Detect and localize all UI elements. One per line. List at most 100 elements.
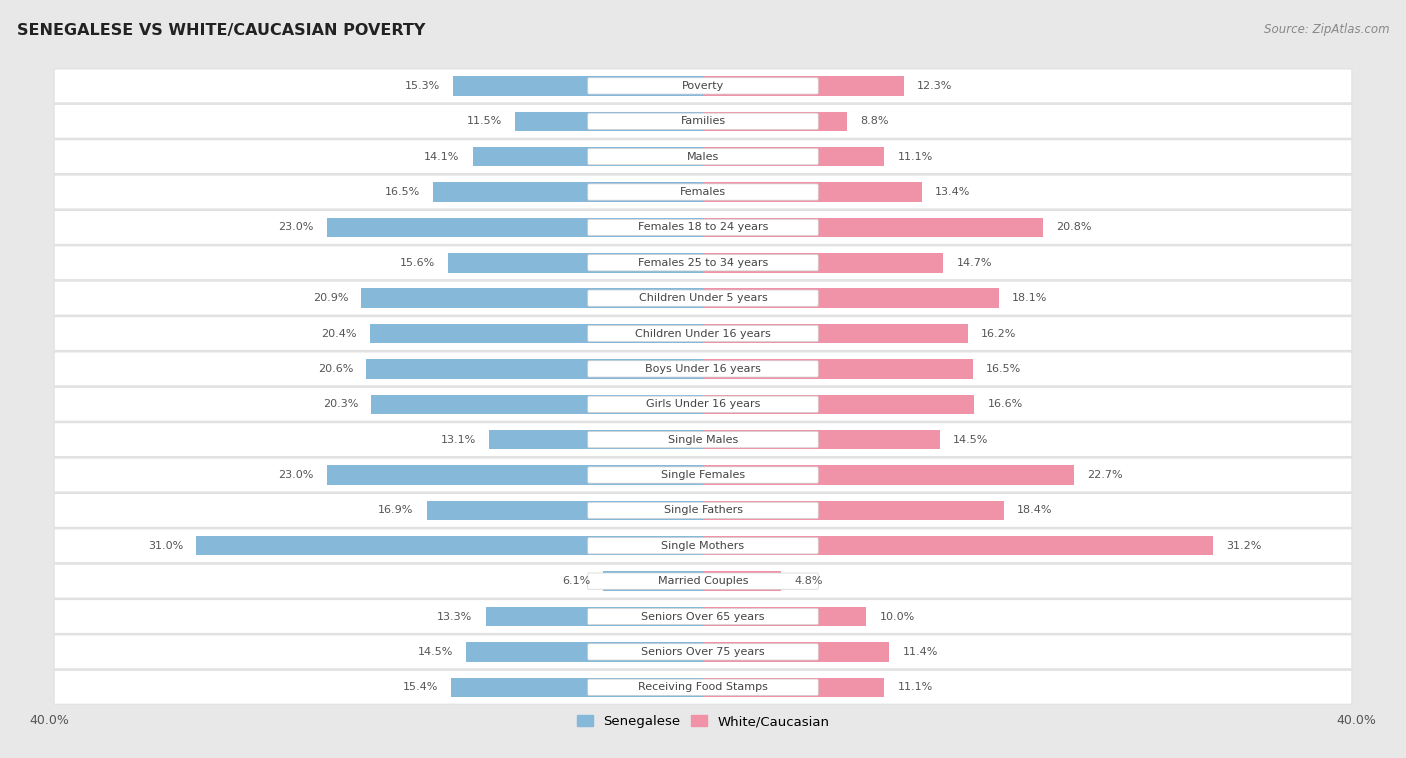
Bar xyxy=(703,678,884,697)
Text: 31.0%: 31.0% xyxy=(148,540,183,551)
FancyBboxPatch shape xyxy=(53,211,1353,244)
Text: 23.0%: 23.0% xyxy=(278,222,314,233)
Text: Single Mothers: Single Mothers xyxy=(661,540,745,551)
FancyBboxPatch shape xyxy=(588,503,818,518)
Bar xyxy=(433,183,703,202)
Bar xyxy=(703,430,941,449)
Text: Receiving Food Stamps: Receiving Food Stamps xyxy=(638,682,768,692)
FancyBboxPatch shape xyxy=(588,184,818,200)
FancyBboxPatch shape xyxy=(53,670,1353,704)
Text: 14.5%: 14.5% xyxy=(418,647,453,657)
FancyBboxPatch shape xyxy=(53,387,1353,421)
Bar xyxy=(703,218,1043,237)
FancyBboxPatch shape xyxy=(588,325,818,342)
FancyBboxPatch shape xyxy=(588,467,818,483)
FancyBboxPatch shape xyxy=(588,78,818,94)
Bar xyxy=(361,288,703,308)
FancyBboxPatch shape xyxy=(588,255,818,271)
Bar xyxy=(197,536,703,556)
Bar xyxy=(703,536,1213,556)
Bar xyxy=(703,642,890,662)
FancyBboxPatch shape xyxy=(53,564,1353,598)
Bar xyxy=(328,465,703,485)
Text: Males: Males xyxy=(688,152,718,161)
Text: 20.4%: 20.4% xyxy=(321,328,357,339)
Text: Boys Under 16 years: Boys Under 16 years xyxy=(645,364,761,374)
Bar xyxy=(603,572,703,591)
FancyBboxPatch shape xyxy=(53,69,1353,103)
FancyBboxPatch shape xyxy=(588,290,818,306)
Bar xyxy=(427,501,703,520)
FancyBboxPatch shape xyxy=(588,609,818,625)
Bar xyxy=(472,147,703,167)
Text: 10.0%: 10.0% xyxy=(880,612,915,622)
Bar xyxy=(703,572,782,591)
Text: 20.6%: 20.6% xyxy=(318,364,353,374)
Bar xyxy=(703,607,866,626)
Text: 12.3%: 12.3% xyxy=(917,81,952,91)
Text: Seniors Over 65 years: Seniors Over 65 years xyxy=(641,612,765,622)
FancyBboxPatch shape xyxy=(53,281,1353,315)
Text: Families: Families xyxy=(681,116,725,127)
Text: 16.5%: 16.5% xyxy=(385,187,420,197)
Text: 20.8%: 20.8% xyxy=(1056,222,1091,233)
Bar xyxy=(703,77,904,96)
Text: 13.4%: 13.4% xyxy=(935,187,970,197)
FancyBboxPatch shape xyxy=(53,423,1353,456)
Bar xyxy=(703,359,973,379)
Bar xyxy=(703,501,1004,520)
Text: Girls Under 16 years: Girls Under 16 years xyxy=(645,399,761,409)
FancyBboxPatch shape xyxy=(588,537,818,554)
Text: 11.1%: 11.1% xyxy=(897,682,932,692)
Text: Females 18 to 24 years: Females 18 to 24 years xyxy=(638,222,768,233)
FancyBboxPatch shape xyxy=(588,361,818,377)
Bar xyxy=(367,359,703,379)
FancyBboxPatch shape xyxy=(53,105,1353,138)
Text: 11.1%: 11.1% xyxy=(897,152,932,161)
Text: Source: ZipAtlas.com: Source: ZipAtlas.com xyxy=(1264,23,1389,36)
FancyBboxPatch shape xyxy=(588,396,818,412)
Text: 15.6%: 15.6% xyxy=(399,258,434,268)
Bar xyxy=(449,253,703,273)
Text: 20.3%: 20.3% xyxy=(323,399,359,409)
FancyBboxPatch shape xyxy=(53,352,1353,386)
FancyBboxPatch shape xyxy=(588,219,818,236)
Text: Poverty: Poverty xyxy=(682,81,724,91)
Text: Children Under 16 years: Children Under 16 years xyxy=(636,328,770,339)
Text: 15.3%: 15.3% xyxy=(405,81,440,91)
Bar xyxy=(703,253,943,273)
Text: 18.1%: 18.1% xyxy=(1012,293,1047,303)
FancyBboxPatch shape xyxy=(53,529,1353,562)
Text: 16.6%: 16.6% xyxy=(987,399,1022,409)
Text: 14.7%: 14.7% xyxy=(956,258,991,268)
Text: 22.7%: 22.7% xyxy=(1087,470,1123,480)
Text: 18.4%: 18.4% xyxy=(1017,506,1052,515)
Legend: Senegalese, White/Caucasian: Senegalese, White/Caucasian xyxy=(571,709,835,733)
Bar xyxy=(703,288,998,308)
Bar xyxy=(703,147,884,167)
Text: 14.1%: 14.1% xyxy=(425,152,460,161)
Bar xyxy=(703,394,974,414)
Text: SENEGALESE VS WHITE/CAUCASIAN POVERTY: SENEGALESE VS WHITE/CAUCASIAN POVERTY xyxy=(17,23,425,38)
Bar xyxy=(485,607,703,626)
FancyBboxPatch shape xyxy=(53,635,1353,669)
Text: 16.5%: 16.5% xyxy=(986,364,1021,374)
FancyBboxPatch shape xyxy=(588,644,818,660)
Bar xyxy=(703,183,922,202)
Text: 11.4%: 11.4% xyxy=(903,647,938,657)
FancyBboxPatch shape xyxy=(588,573,818,589)
Bar xyxy=(451,678,703,697)
Text: 20.9%: 20.9% xyxy=(312,293,349,303)
Bar xyxy=(371,394,703,414)
Text: 11.5%: 11.5% xyxy=(467,116,502,127)
FancyBboxPatch shape xyxy=(588,431,818,448)
Text: 15.4%: 15.4% xyxy=(404,682,439,692)
FancyBboxPatch shape xyxy=(53,493,1353,528)
FancyBboxPatch shape xyxy=(588,149,818,164)
Text: Seniors Over 75 years: Seniors Over 75 years xyxy=(641,647,765,657)
Text: 16.2%: 16.2% xyxy=(981,328,1017,339)
Text: 6.1%: 6.1% xyxy=(562,576,591,586)
Text: Single Males: Single Males xyxy=(668,434,738,445)
Text: Children Under 5 years: Children Under 5 years xyxy=(638,293,768,303)
FancyBboxPatch shape xyxy=(53,458,1353,492)
